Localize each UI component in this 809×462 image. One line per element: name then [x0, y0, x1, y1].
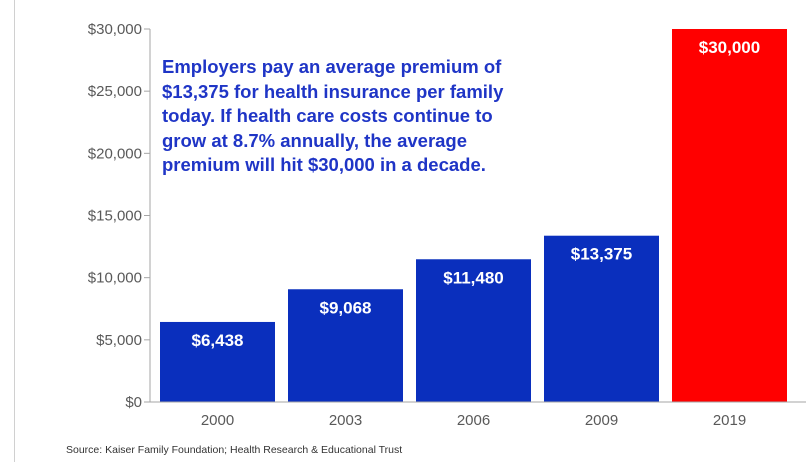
x-tick-label: 2003 [329, 412, 362, 429]
x-tick-label: 2019 [713, 412, 746, 429]
bar-2019 [672, 29, 787, 402]
source-note: Source: Kaiser Family Foundation; Health… [66, 444, 403, 456]
y-tick-label: $5,000 [96, 332, 142, 349]
bar-2006 [416, 259, 531, 402]
y-axis: $0 $5,000 $10,000 $15,000 $20,000 $25,000 $30,… [88, 21, 151, 411]
y-tick-label: $30,000 [88, 21, 142, 38]
data-label: $6,438 [192, 331, 244, 350]
bar-2000 [160, 321, 275, 402]
x-tick-label: 2000 [201, 412, 234, 429]
y-tick-label: $15,000 [88, 208, 142, 225]
y-tick-label: $25,000 [88, 83, 142, 100]
bar-2009 [544, 235, 659, 402]
data-label: $9,068 [320, 298, 372, 317]
chart-annotation: Employers pay an average premium of $13,… [162, 56, 504, 175]
y-tick-label: $10,000 [88, 270, 142, 287]
bar-2003 [288, 289, 403, 402]
bars: $6,438 $9,068 $11,480 $13,375 $30,000 [160, 29, 787, 402]
x-axis: 2000 2003 2006 2009 2019 [150, 401, 806, 429]
data-label: $13,375 [571, 245, 632, 264]
y-tick-label: $0 [125, 394, 142, 411]
frame-border [14, 0, 15, 462]
data-label: $11,480 [443, 268, 504, 287]
x-tick-label: 2006 [457, 412, 490, 429]
x-tick-label: 2009 [585, 412, 618, 429]
y-tick-label: $20,000 [88, 145, 142, 162]
data-label: $30,000 [699, 38, 760, 57]
